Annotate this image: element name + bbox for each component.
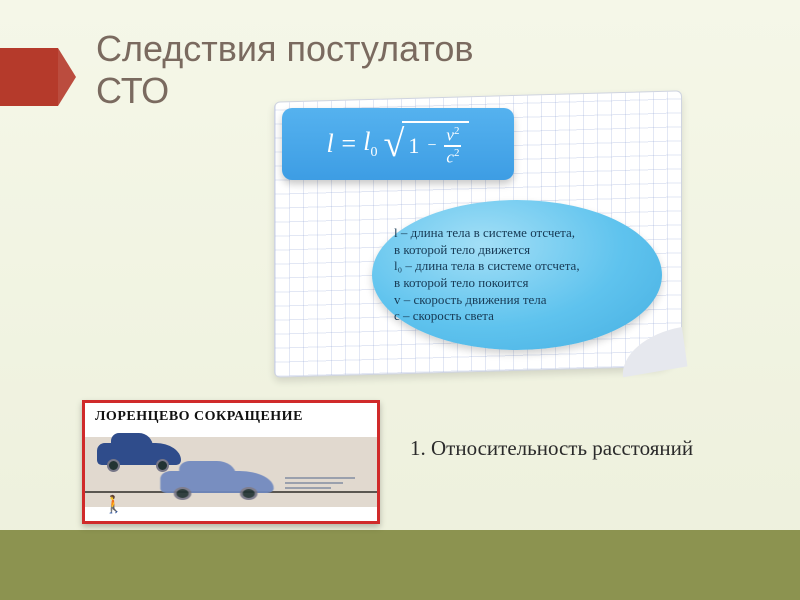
legend-l: l – длина тела в системе отсчета, [394,225,640,242]
pedestrian-icon: 🚶 [103,495,124,515]
lorentz-title: ЛОРЕНЦЕВО СОКРАЩЕНИЕ [95,409,303,425]
length-contraction-formula: l = l0 √ 1 − v2 c2 [282,108,514,180]
legend-l0: l₀ – длина тела в системе отсчета, [394,258,640,275]
formula-eq: = [340,129,358,159]
consequence-caption: 1. Относительность расстояний [410,436,693,461]
speed-lines-icon [285,477,355,489]
title-line-1: Следствия постулатов [96,28,656,70]
legend-v: v – скорость движения тела [394,292,640,309]
legend-c: c – скорость света [394,308,640,325]
formula-minus: − [427,137,436,155]
formula-one: 1 [408,133,419,159]
legend-l0-b: в которой тело покоится [394,275,640,292]
symbol-legend-bubble: l – длина тела в системе отсчета, в кото… [372,200,662,350]
header-marker-shape [0,48,58,106]
formula-l: l [327,129,334,159]
formula-sqrt: √ 1 − v2 c2 [384,121,470,166]
lorentz-contraction-box: ЛОРЕНЦЕВО СОКРАЩЕНИЕ 🚶 [82,400,380,524]
car-moving [160,471,273,493]
car-stationary [97,443,181,465]
formula-l0: l0 [363,127,377,161]
formula-frac: v2 c2 [444,125,461,166]
legend-l-b: в которой тело движется [394,242,640,259]
